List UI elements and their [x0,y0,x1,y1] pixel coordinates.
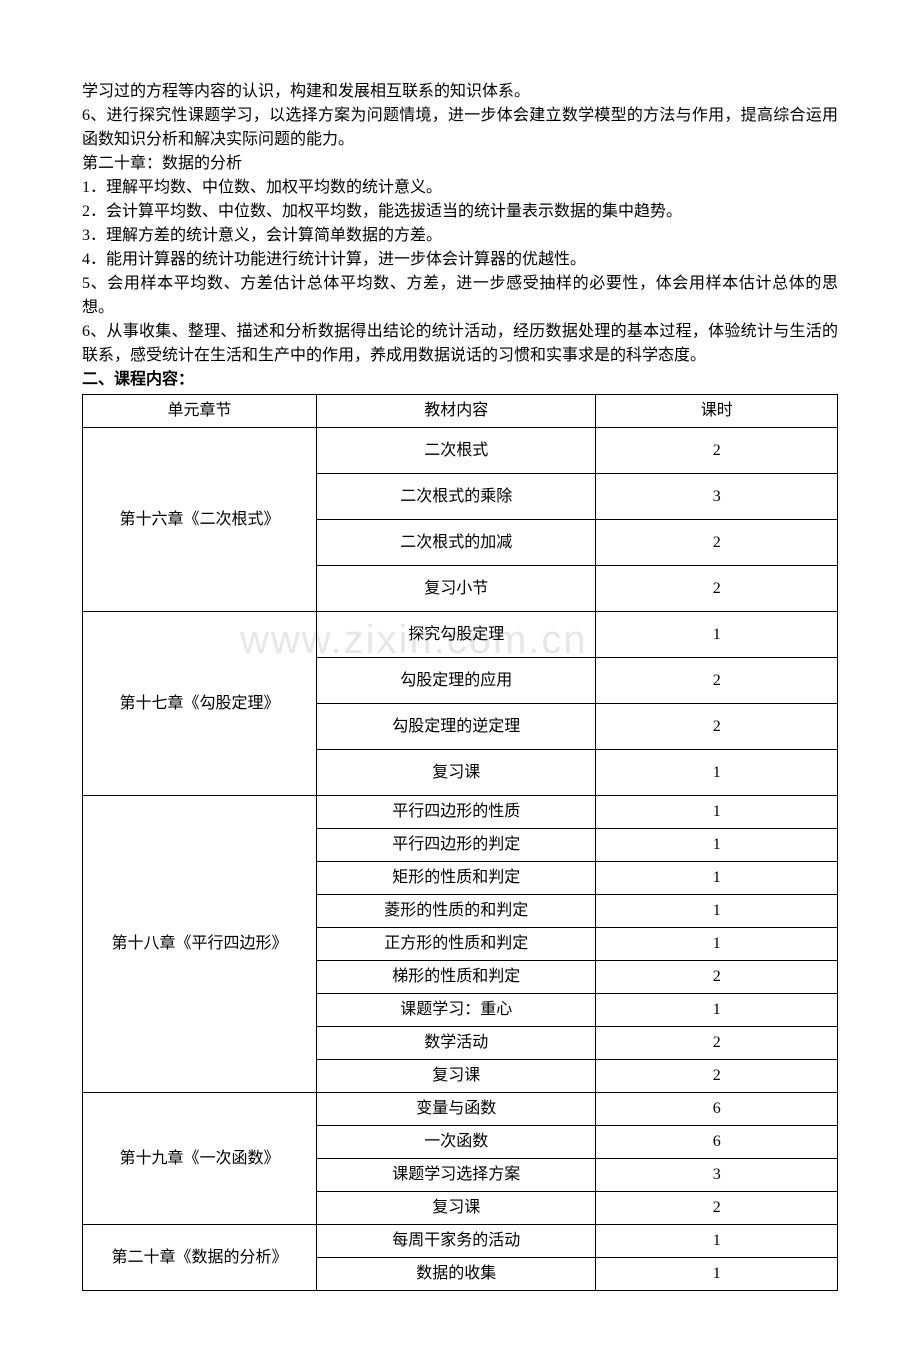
hours-cell: 1 [596,829,838,862]
table-row: 第十七章《勾股定理》探究勾股定理1 [83,612,838,658]
content-cell: 课题学习：重心 [317,994,596,1027]
chapter-name-cell: 第十八章《平行四边形》 [83,796,317,1093]
table-row: 第十六章《二次根式》二次根式2 [83,428,838,474]
content-cell: 课题学习选择方案 [317,1159,596,1192]
header-content: 教材内容 [317,395,596,428]
hours-cell: 2 [596,428,838,474]
content-cell: 菱形的性质的和判定 [317,895,596,928]
chapter-20-title: 第二十章：数据的分析 [82,152,838,176]
content-cell: 正方形的性质和判定 [317,928,596,961]
chapter-20-item-5: 5、会用样本平均数、方差估计总体平均数、方差，进一步感受抽样的必要性，体会用样本… [82,272,838,320]
hours-cell: 6 [596,1126,838,1159]
header-unit-chapter: 单元章节 [83,395,317,428]
chapter-20-item-1: 1．理解平均数、中位数、加权平均数的统计意义。 [82,176,838,200]
hours-cell: 1 [596,796,838,829]
content-cell: 勾股定理的逆定理 [317,704,596,750]
content-cell: 变量与函数 [317,1093,596,1126]
chapter-name-cell: 第二十章《数据的分析》 [83,1225,317,1291]
chapter-20-item-4: 4．能用计算器的统计功能进行统计计算，进一步体会计算器的优越性。 [82,248,838,272]
content-cell: 复习课 [317,1060,596,1093]
hours-cell: 1 [596,862,838,895]
intro-line-1: 学习过的方程等内容的认识，构建和发展相互联系的知识体系。 [82,80,838,104]
document-content: 学习过的方程等内容的认识，构建和发展相互联系的知识体系。 6、进行探究性课题学习… [82,80,838,1291]
hours-cell: 1 [596,928,838,961]
section-2-title: 二、课程内容： [82,368,838,392]
content-cell: 数据的收集 [317,1258,596,1291]
intro-line-2: 6、进行探究性课题学习，以选择方案为问题情境，进一步体会建立数学模型的方法与作用… [82,104,838,152]
chapter-name-cell: 第十九章《一次函数》 [83,1093,317,1225]
hours-cell: 1 [596,1225,838,1258]
content-cell: 复习课 [317,1192,596,1225]
content-cell: 复习小节 [317,566,596,612]
content-cell: 复习课 [317,750,596,796]
hours-cell: 2 [596,961,838,994]
chapter-name-cell: 第十七章《勾股定理》 [83,612,317,796]
hours-cell: 1 [596,612,838,658]
content-cell: 数学活动 [317,1027,596,1060]
course-content-table: 单元章节 教材内容 课时 第十六章《二次根式》二次根式2二次根式的乘除3二次根式… [82,394,838,1291]
hours-cell: 2 [596,566,838,612]
chapter-20-item-3: 3．理解方差的统计意义，会计算简单数据的方差。 [82,224,838,248]
table-header-row: 单元章节 教材内容 课时 [83,395,838,428]
content-cell: 梯形的性质和判定 [317,961,596,994]
hours-cell: 6 [596,1093,838,1126]
content-cell: 平行四边形的性质 [317,796,596,829]
content-cell: 一次函数 [317,1126,596,1159]
hours-cell: 2 [596,1027,838,1060]
content-cell: 矩形的性质和判定 [317,862,596,895]
chapter-20-item-2: 2．会计算平均数、中位数、加权平均数，能选拔适当的统计量表示数据的集中趋势。 [82,200,838,224]
hours-cell: 1 [596,1258,838,1291]
hours-cell: 2 [596,520,838,566]
content-cell: 平行四边形的判定 [317,829,596,862]
content-cell: 每周干家务的活动 [317,1225,596,1258]
content-cell: 探究勾股定理 [317,612,596,658]
content-cell: 勾股定理的应用 [317,658,596,704]
table-row: 第十九章《一次函数》变量与函数6 [83,1093,838,1126]
hours-cell: 1 [596,750,838,796]
header-hours: 课时 [596,395,838,428]
hours-cell: 3 [596,474,838,520]
hours-cell: 2 [596,1192,838,1225]
hours-cell: 2 [596,1060,838,1093]
chapter-name-cell: 第十六章《二次根式》 [83,428,317,612]
table-row: 第十八章《平行四边形》平行四边形的性质1 [83,796,838,829]
hours-cell: 3 [596,1159,838,1192]
table-row: 第二十章《数据的分析》每周干家务的活动1 [83,1225,838,1258]
hours-cell: 2 [596,658,838,704]
hours-cell: 2 [596,704,838,750]
content-cell: 二次根式的乘除 [317,474,596,520]
chapter-20-item-6: 6、从事收集、整理、描述和分析数据得出结论的统计活动，经历数据处理的基本过程，体… [82,320,838,368]
hours-cell: 1 [596,895,838,928]
hours-cell: 1 [596,994,838,1027]
content-cell: 二次根式的加减 [317,520,596,566]
content-cell: 二次根式 [317,428,596,474]
